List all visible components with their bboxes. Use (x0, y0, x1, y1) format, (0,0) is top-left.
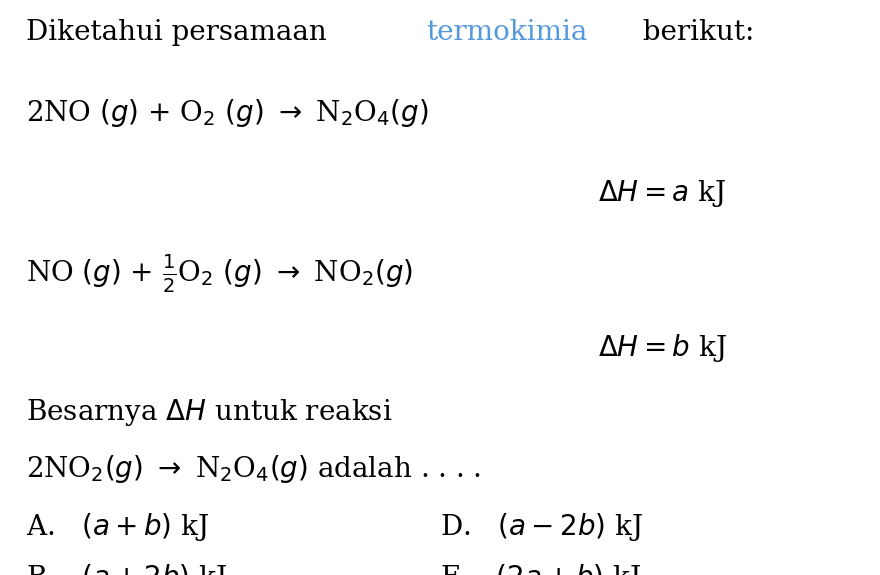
Text: D.   $(a - 2b)$ kJ: D. $(a - 2b)$ kJ (440, 511, 643, 543)
Text: B.   $(a + 2b)$ kJ: B. $(a + 2b)$ kJ (26, 562, 228, 575)
Text: A.   $(a + b)$ kJ: A. $(a + b)$ kJ (26, 511, 209, 543)
Text: berikut:: berikut: (634, 19, 754, 46)
Text: $\Delta H = b$ kJ: $\Delta H = b$ kJ (598, 332, 728, 365)
Text: 2NO$_2$$(g)$ $\rightarrow$ N$_2$O$_4$$(g)$ adalah . . . .: 2NO$_2$$(g)$ $\rightarrow$ N$_2$O$_4$$(g… (26, 453, 481, 485)
Text: termokimia: termokimia (426, 19, 587, 46)
Text: NO $(g)$ + $\frac{1}{2}$O$_2$ $(g)$ $\rightarrow$ NO$_2$$(g)$: NO $(g)$ + $\frac{1}{2}$O$_2$ $(g)$ $\ri… (26, 252, 414, 294)
Text: Besarnya $\Delta H$ untuk reaksi: Besarnya $\Delta H$ untuk reaksi (26, 397, 392, 428)
Text: E.   $(2a + b)$ kJ: E. $(2a + b)$ kJ (440, 562, 641, 575)
Text: 2NO $(g)$ + O$_2$ $(g)$ $\rightarrow$ N$_2$O$_4$$(g)$: 2NO $(g)$ + O$_2$ $(g)$ $\rightarrow$ N$… (26, 97, 429, 129)
Text: Diketahui persamaan: Diketahui persamaan (26, 19, 336, 46)
Text: $\Delta H = a$ kJ: $\Delta H = a$ kJ (598, 178, 727, 209)
